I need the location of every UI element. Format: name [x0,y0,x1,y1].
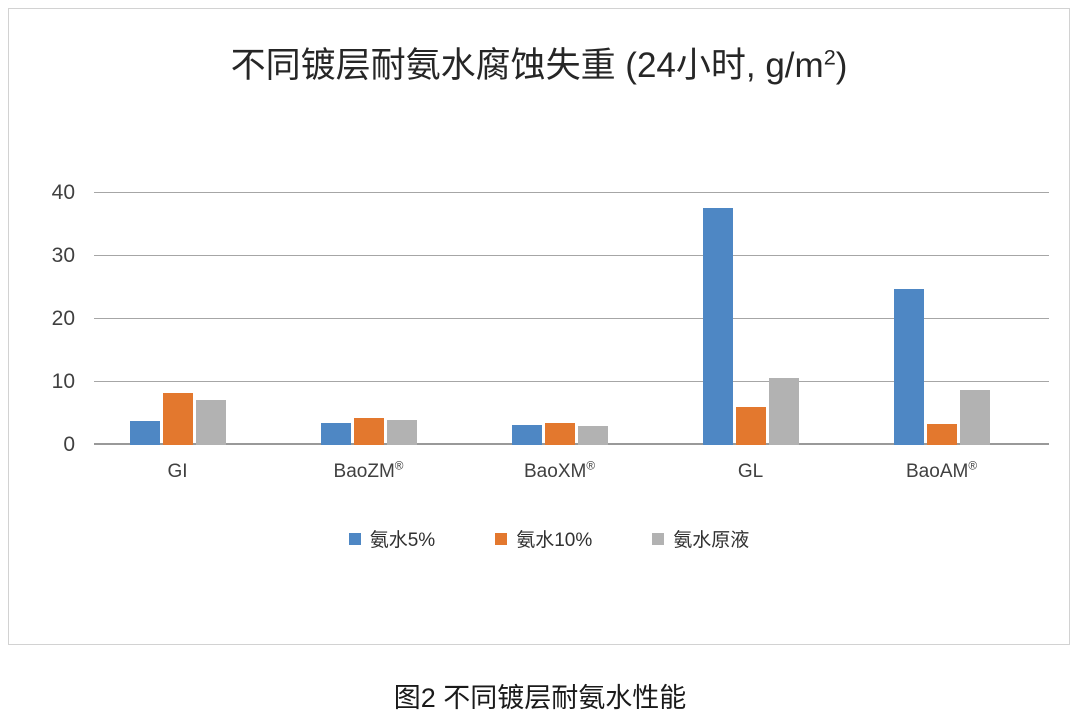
x-axis-label-GI: GI [167,461,187,483]
gridline-40 [94,192,1049,193]
bar [320,422,351,445]
x-axis-label-text: BaoZM [333,461,395,482]
chart-title-tail: ) [835,46,848,85]
chart-title: 不同镀层耐氨水腐蚀失重 (24小时, g/m2) [9,37,1069,88]
x-axis-label-text: GL [737,461,764,482]
legend-label: 氨水10% [516,530,593,551]
figure-caption: 图2 不同镀层耐氨水性能 [393,683,687,713]
gridline-20 [94,318,1049,319]
bar-group [285,193,476,445]
bar [768,378,799,445]
bar-group [94,193,285,445]
bar [702,207,733,445]
x-axis-label-BaoAM®: BaoAM® [906,459,977,483]
bar [129,421,160,445]
x-axis-category-labels: GI BaoZM® BaoXM® GL BaoAM® [94,459,1049,491]
gridline-10 [94,381,1049,382]
legend-swatch-icon [652,532,665,545]
bar-group [667,193,858,445]
y-axis-tick-labels: 0 10 20 30 40 [9,181,94,456]
y-tick-label-10: 10 [51,370,75,393]
legend-item[interactable]: 氨水5% [348,525,436,552]
y-tick-label-20: 20 [51,307,75,330]
x-axis-label-text: GI [167,461,188,482]
bar [735,407,766,445]
chart-title-superscript: 2 [823,44,836,70]
bar [544,422,575,445]
bar-group [476,193,667,445]
x-axis-label-BaoZM®: BaoZM® [333,459,404,483]
registered-mark-icon: ® [968,459,977,473]
chart-legend: 氨水5% 氨水10% 氨水原液 [9,525,1080,552]
bar [195,400,226,445]
x-axis-label-text: BaoXM [524,461,587,482]
registered-mark-icon: ® [586,459,595,473]
legend-swatch-icon [495,532,508,545]
legend-item[interactable]: 氨水原液 [652,525,749,552]
bar [386,419,417,445]
chart-frame: 不同镀层耐氨水腐蚀失重 (24小时, g/m2) 0 10 20 30 40 GI Bao… [8,8,1070,645]
registered-mark-icon: ® [394,459,404,473]
gridline-30 [94,255,1049,256]
bar-group [858,193,1049,445]
bar [893,289,924,445]
bar [511,425,542,445]
bar [926,423,957,445]
bars-layer [94,193,1049,445]
y-tick-label-40: 40 [51,181,75,204]
legend-label: 氨水原液 [673,530,750,551]
bar [959,389,990,445]
y-tick-label-0: 0 [63,433,75,456]
bar [353,417,384,445]
x-axis-label-BaoXM®: BaoXM® [524,459,595,483]
legend-item[interactable]: 氨水10% [495,525,592,552]
legend-swatch-icon [348,532,361,545]
bar [577,426,608,445]
y-tick-label-30: 30 [51,244,75,267]
chart-title-main: 不同镀层耐氨水腐蚀失重 (24小时, g/m [230,46,824,85]
bar [162,393,193,445]
x-axis-label-GL: GL [738,461,763,483]
legend-label: 氨水5% [369,530,436,551]
x-axis-label-text: BaoAM [906,461,969,482]
